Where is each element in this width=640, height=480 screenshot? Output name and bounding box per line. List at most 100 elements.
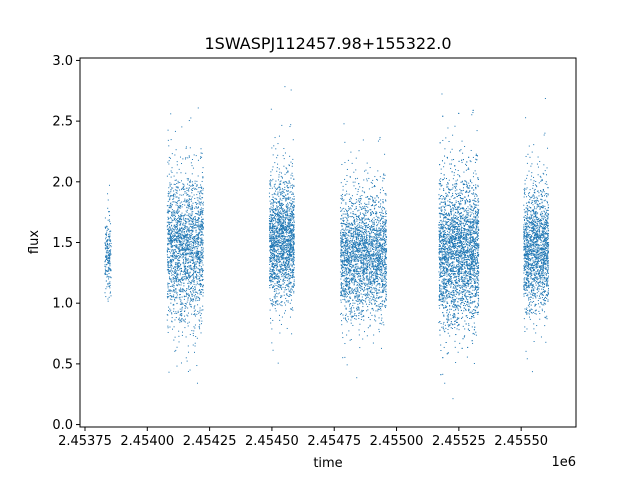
data-point [285,210,287,212]
data-point [289,126,291,128]
data-point [285,257,287,259]
data-point [341,255,343,257]
data-point [272,299,274,301]
data-point [181,237,183,239]
data-point [287,171,289,173]
data-point [178,233,180,235]
data-point [169,292,171,294]
data-point [183,232,185,234]
data-point [170,244,172,246]
data-point [198,241,200,243]
data-point [187,241,189,243]
data-point [109,241,111,243]
data-point [381,271,383,273]
data-point [270,284,272,286]
data-point [281,239,283,241]
data-point [370,255,372,257]
data-point [169,326,171,328]
data-point [179,280,181,282]
data-point [192,259,194,261]
data-point [284,287,286,288]
data-point [276,234,278,236]
data-point [180,215,182,217]
data-point [269,196,271,198]
data-point [288,270,290,272]
data-point [192,221,194,223]
data-point [274,256,275,258]
data-point [283,236,285,238]
data-point [277,286,279,288]
data-point [342,263,344,265]
data-point [110,295,112,297]
data-point [191,295,193,297]
data-point [289,316,291,318]
data-point [272,233,274,235]
data-point [372,248,374,250]
data-point [354,243,356,245]
data-point [272,276,274,278]
data-point [173,233,175,235]
data-point [175,255,177,257]
data-point [286,211,288,213]
data-point [344,299,346,301]
data-point [190,241,192,243]
data-point [367,251,369,253]
data-point [108,235,110,237]
data-point [278,292,280,294]
data-point [369,297,371,299]
data-point [174,214,176,216]
data-point [176,292,178,294]
data-point [280,225,282,227]
data-point [282,191,284,193]
data-point [284,152,286,154]
data-point [199,252,201,254]
data-point [183,259,184,261]
data-point [179,289,181,291]
data-point [351,278,353,280]
data-point [269,246,271,248]
data-point [342,357,344,359]
data-point [286,273,288,275]
data-point [283,260,285,262]
data-point [194,263,196,265]
data-point [347,250,349,252]
data-point [274,272,276,274]
data-point [273,285,275,287]
data-point [199,324,201,326]
data-point [180,264,181,266]
data-point [275,244,277,246]
data-point [176,296,178,298]
data-point [278,251,280,253]
data-point [358,315,360,317]
data-point [109,251,111,253]
data-point [356,287,358,289]
data-point [192,185,194,187]
data-point [289,245,291,247]
data-point [185,226,187,227]
data-point [177,232,179,234]
data-point [194,351,195,353]
data-point [169,184,171,186]
data-point [202,234,204,236]
data-point [292,237,294,239]
data-point [280,224,282,226]
data-point [191,293,193,295]
data-point [282,255,284,257]
data-point [269,208,271,210]
data-point [271,226,273,228]
data-point [275,275,277,277]
data-point [190,243,192,245]
data-point [172,212,174,214]
data-point [171,171,173,173]
data-point [188,288,190,290]
data-point [283,235,285,237]
data-point [201,273,203,275]
data-point [172,276,174,278]
data-point [284,266,286,268]
data-point [188,231,190,233]
data-point [287,170,289,172]
data-point [190,189,192,191]
data-point [196,247,198,249]
data-point [170,113,172,115]
data-point [340,241,342,243]
